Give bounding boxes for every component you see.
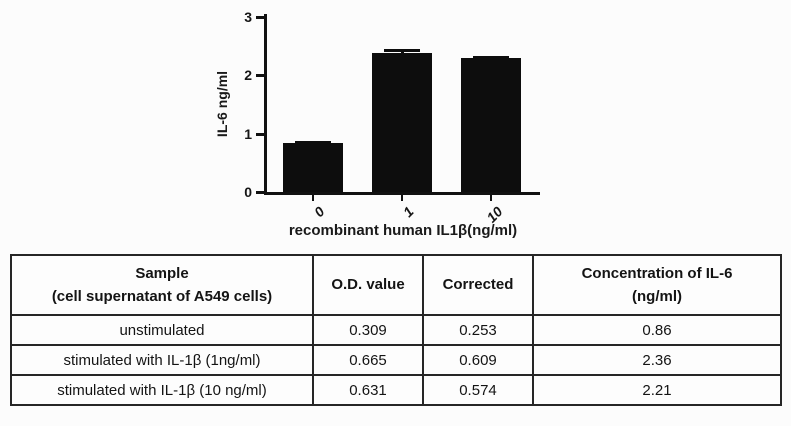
- cell-sample: unstimulated: [10, 314, 314, 346]
- cell-concentration: 0.86: [532, 314, 782, 346]
- table-header-od-value: O.D. value: [312, 254, 424, 316]
- y-axis-label: IL-6 ng/ml: [214, 70, 230, 138]
- x-axis-tick: [312, 195, 314, 201]
- results-table: Sample (cell supernatant of A549 cells) …: [10, 254, 782, 406]
- error-bar-cap: [384, 49, 420, 53]
- y-axis-tick: [256, 191, 264, 194]
- y-axis-tick: [256, 132, 264, 136]
- x-axis-label: recombinant human IL1β(ng/ml): [288, 222, 518, 239]
- table-row: stimulated with IL-1β (1ng/ml) 0.665 0.609…: [10, 344, 782, 376]
- y-tick-label: 3: [244, 9, 252, 25]
- bar: [283, 143, 343, 192]
- y-tick-label: 1: [244, 125, 252, 142]
- table-header-sample: Sample (cell supernatant of A549 cells): [10, 254, 314, 316]
- table-header-corrected: Corrected: [422, 254, 534, 316]
- table-header-row: Sample (cell supernatant of A549 cells) …: [10, 254, 782, 316]
- cell-concentration: 2.36: [532, 344, 782, 376]
- y-tick-label: 2: [244, 67, 252, 84]
- cell-sample: stimulated with IL-1β (1ng/ml): [10, 344, 314, 376]
- bar: [461, 58, 521, 192]
- cell-corrected: 0.609: [422, 344, 534, 376]
- error-bar-cap: [473, 56, 509, 60]
- y-axis-tick: [256, 74, 264, 78]
- cell-corrected: 0.253: [422, 314, 534, 346]
- x-axis-tick: [401, 195, 403, 201]
- bar: [372, 53, 432, 192]
- cell-od-value: 0.631: [312, 374, 424, 406]
- cell-od-value: 0.665: [312, 344, 424, 376]
- cell-concentration: 2.21: [532, 374, 782, 406]
- y-axis-tick: [256, 16, 264, 19]
- error-bar-cap: [295, 140, 331, 144]
- table-row: unstimulated 0.309 0.253 0.86: [10, 314, 782, 346]
- cell-corrected: 0.574: [422, 374, 534, 406]
- y-tick-label: 0: [244, 184, 252, 200]
- cell-sample: stimulated with IL-1β (10 ng/ml): [10, 374, 314, 406]
- x-axis: [264, 192, 540, 195]
- cell-od-value: 0.309: [312, 314, 424, 346]
- table-row: stimulated with IL-1β (10 ng/ml) 0.631 0.5…: [10, 374, 782, 406]
- bar-chart: 0 1 2 3 0 1 10 IL-6 ng/ml recombinant human IL…: [214, 9, 540, 239]
- table-header-concentration: Concentration of IL-6 (ng/ml): [532, 254, 782, 316]
- x-axis-tick: [490, 195, 492, 201]
- y-axis: [264, 14, 267, 195]
